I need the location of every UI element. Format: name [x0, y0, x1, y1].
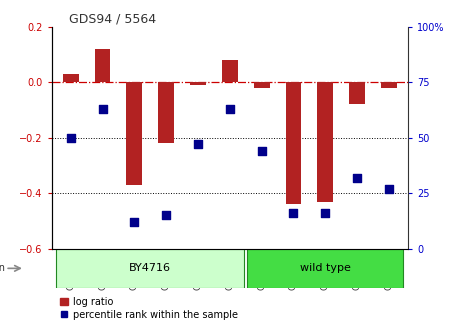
Bar [254, 82, 270, 88]
Text: BY4716: BY4716 [129, 263, 171, 274]
Point [226, 106, 234, 112]
Point [353, 175, 361, 180]
Bar [247, 249, 403, 288]
Point [67, 135, 75, 140]
Bar [63, 74, 79, 82]
Legend: log ratio, percentile rank within the sample: log ratio, percentile rank within the sa… [56, 293, 242, 324]
Point [258, 149, 265, 154]
Bar [381, 82, 397, 88]
Point [162, 213, 170, 218]
Point [130, 219, 138, 225]
Point [99, 106, 106, 112]
Text: wild type: wild type [300, 263, 351, 274]
Text: GDS94 / 5564: GDS94 / 5564 [69, 13, 157, 26]
Point [385, 186, 393, 192]
Point [290, 210, 297, 216]
Bar [318, 82, 333, 202]
Bar [190, 82, 206, 85]
Bar [95, 49, 111, 82]
Bar [222, 60, 238, 82]
Point [322, 210, 329, 216]
Bar [126, 82, 142, 185]
Bar [349, 82, 365, 104]
Text: strain: strain [0, 263, 5, 274]
Bar [56, 249, 244, 288]
Bar [158, 82, 174, 143]
Point [194, 142, 202, 147]
Bar [286, 82, 302, 204]
